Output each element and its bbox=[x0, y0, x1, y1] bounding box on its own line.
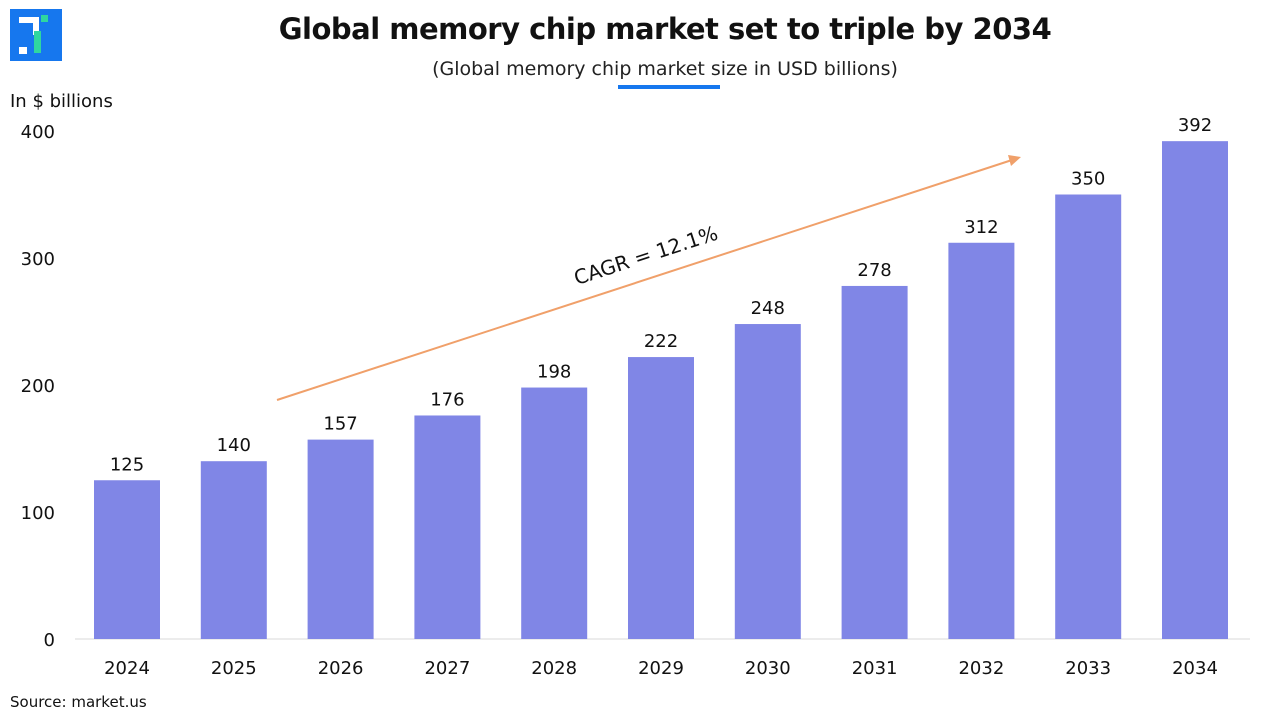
x-tick-label: 2026 bbox=[318, 658, 364, 679]
data-label: 248 bbox=[751, 298, 785, 319]
x-tick-label: 2030 bbox=[745, 658, 791, 679]
data-label: 198 bbox=[537, 362, 571, 383]
bar-2028 bbox=[521, 387, 588, 639]
data-label: 392 bbox=[1178, 115, 1212, 136]
bar-2025 bbox=[200, 461, 267, 639]
data-label: 278 bbox=[857, 260, 891, 281]
data-label: 312 bbox=[964, 217, 998, 238]
x-tick-label: 2032 bbox=[958, 658, 1004, 679]
source-note: Source: market.us bbox=[10, 693, 147, 711]
x-tick-label: 2029 bbox=[638, 658, 684, 679]
bar-2026 bbox=[307, 439, 374, 639]
x-tick-label: 2024 bbox=[104, 658, 150, 679]
y-axis-label: In $ billions bbox=[10, 91, 113, 112]
data-label: 157 bbox=[323, 414, 357, 435]
y-tick-label: 300 bbox=[21, 249, 55, 270]
logo-mark bbox=[19, 15, 48, 54]
bar-2030 bbox=[734, 324, 801, 639]
logo bbox=[10, 9, 62, 61]
x-tick-label: 2027 bbox=[424, 658, 470, 679]
title-underline bbox=[618, 85, 720, 89]
bar-2029 bbox=[628, 357, 694, 639]
data-label: 350 bbox=[1071, 169, 1105, 190]
x-tick-label: 2034 bbox=[1172, 658, 1218, 679]
data-label: 125 bbox=[110, 454, 144, 475]
chart-title: Global memory chip market set to triple … bbox=[278, 12, 1052, 46]
data-label: 140 bbox=[217, 435, 251, 456]
x-tick-label: 2025 bbox=[211, 658, 257, 679]
y-tick-label: 0 bbox=[44, 630, 55, 651]
bar-2033 bbox=[1055, 194, 1122, 639]
bar-2032 bbox=[948, 242, 1015, 639]
cagr-arrow-line bbox=[276, 159, 1013, 401]
cagr-arrow-head bbox=[1008, 155, 1021, 166]
bar-2027 bbox=[414, 415, 481, 639]
y-tick-label: 200 bbox=[21, 376, 55, 397]
bar-2031 bbox=[841, 285, 908, 639]
data-label: 222 bbox=[644, 331, 678, 352]
x-tick-label: 2028 bbox=[531, 658, 577, 679]
x-tick-label: 2033 bbox=[1065, 658, 1111, 679]
x-tick-label: 2031 bbox=[852, 658, 898, 679]
chart-subtitle: (Global memory chip market size in USD b… bbox=[432, 58, 898, 80]
data-label: 176 bbox=[430, 389, 464, 410]
bar-2034 bbox=[1162, 141, 1228, 639]
y-tick-label: 400 bbox=[21, 122, 55, 143]
y-tick-label: 100 bbox=[21, 503, 55, 524]
bar-2024 bbox=[94, 480, 160, 639]
